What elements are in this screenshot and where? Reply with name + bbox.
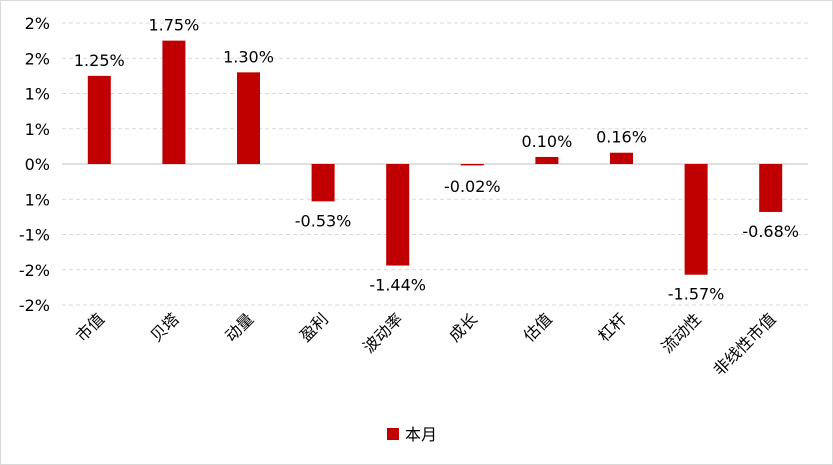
y-tick-label: 0%	[25, 155, 50, 174]
data-label: 0.16%	[596, 128, 647, 147]
bar-4	[311, 164, 335, 202]
bars	[87, 40, 783, 275]
bar-9	[684, 164, 708, 275]
y-tick-label: 2%	[25, 14, 50, 33]
x-category-label: 流动性	[658, 309, 705, 356]
legend: 本月	[387, 425, 437, 444]
x-category-label: 市值	[72, 309, 108, 345]
bar-10	[759, 164, 783, 212]
data-labels: 1.25% 1.75% 1.30% -0.53% -1.44% -0.02% 0.10% 0.…	[74, 16, 799, 304]
data-label: 1.30%	[223, 47, 274, 66]
data-label: -0.68%	[742, 222, 799, 241]
y-tick-label: 1%	[25, 120, 50, 139]
data-label: -0.02%	[444, 177, 501, 196]
y-tick-label: 1%	[25, 190, 50, 209]
gridlines	[62, 22, 808, 306]
y-tick-label: 1%	[25, 85, 50, 104]
x-category-label: 非线性市值	[710, 309, 780, 379]
data-label: 1.25%	[74, 51, 125, 70]
data-label: -1.57%	[668, 285, 725, 304]
x-category-label: 动量	[221, 309, 257, 345]
y-tick-label: -2%	[19, 296, 50, 315]
bar-6	[460, 164, 484, 166]
bar-2	[162, 40, 186, 164]
bar-1	[87, 75, 111, 164]
x-category-label: 波动率	[359, 309, 406, 356]
x-category-label: 估值	[520, 309, 556, 345]
y-axis-ticks: 2% 2% 1% 1% 0% 1% -1% -2% -2%	[19, 14, 50, 315]
legend-swatch	[387, 428, 399, 440]
x-category-label: 贝塔	[147, 309, 183, 345]
bar-7	[535, 156, 559, 164]
data-label: -0.53%	[295, 211, 352, 230]
x-category-label: 杠杆	[594, 309, 630, 345]
y-tick-label: -1%	[19, 226, 50, 245]
data-label: 1.75%	[148, 16, 199, 35]
x-axis-categories: 市值 贝塔 动量 盈利 波动率 成长 估值 杠杆 流动性 非线性市值	[72, 309, 779, 379]
bar-3	[237, 72, 260, 164]
legend-label: 本月	[405, 425, 437, 444]
data-label: -1.44%	[369, 276, 426, 295]
y-tick-label: 2%	[25, 49, 50, 68]
x-category-label: 成长	[445, 309, 481, 345]
data-label: 0.10%	[521, 132, 572, 151]
bar-8	[610, 152, 633, 164]
x-category-label: 盈利	[296, 309, 332, 345]
y-tick-label: -2%	[19, 261, 50, 280]
bar-5	[386, 164, 410, 266]
